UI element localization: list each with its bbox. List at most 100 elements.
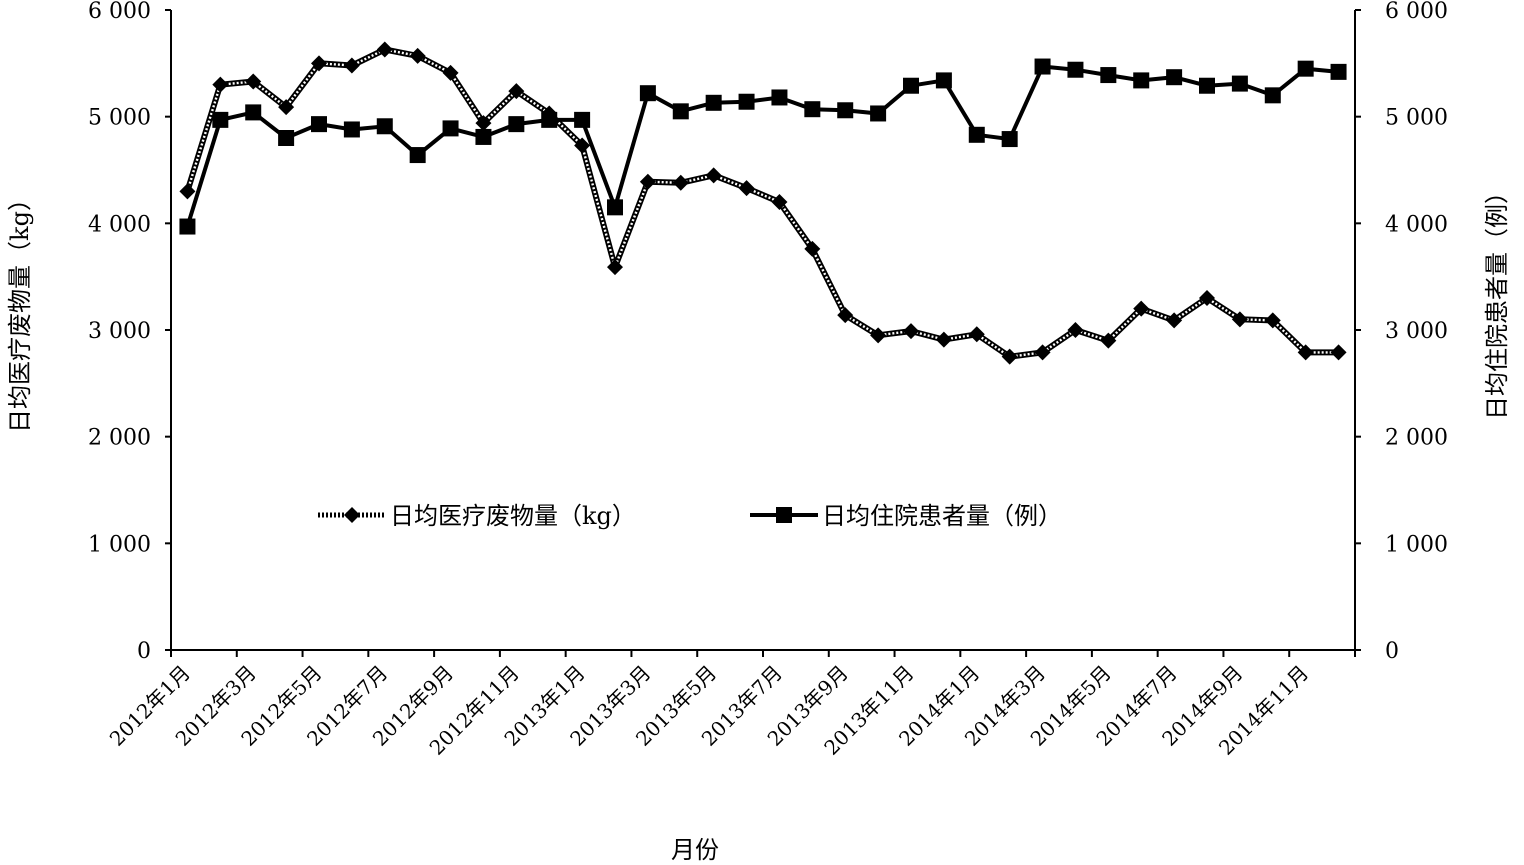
waste-point: [968, 326, 985, 343]
inpatient-point: [804, 101, 821, 118]
inpatient-point: [376, 118, 393, 135]
waste-point: [1067, 322, 1084, 338]
inpatient-point: [639, 85, 656, 102]
waste-point: [935, 331, 952, 348]
inpatient-point: [968, 126, 985, 143]
y-tick-right-label: 1 000: [1385, 532, 1448, 557]
waste-point: [672, 174, 689, 191]
waste-point: [1001, 348, 1018, 365]
inpatient-point: [1231, 75, 1248, 92]
series-waste-line-outer: [184, 46, 1339, 360]
waste-point: [837, 307, 854, 324]
inpatient-point: [212, 111, 229, 128]
inpatient-point: [738, 93, 755, 110]
inpatient-point: [245, 104, 262, 121]
waste-point: [639, 173, 656, 190]
inpatient-point: [935, 72, 952, 89]
waste-point: [508, 83, 525, 100]
waste-point: [870, 327, 887, 344]
y-tick-left-label: 2 000: [88, 426, 151, 451]
inpatient-point: [771, 89, 788, 106]
inpatient-point: [1166, 69, 1183, 86]
inpatient-point: [837, 102, 854, 119]
waste-point: [409, 47, 426, 64]
inpatient-point: [343, 121, 360, 138]
inpatient-point: [1199, 77, 1215, 94]
legend-item-inpatients: 日均住院患者量（例）: [750, 502, 1062, 530]
waste-point: [607, 259, 623, 276]
chart-ticks: 0 0 1 000 1 000 2 000 2 000 3 000 3 000 4 000 4 0…: [88, 0, 1448, 760]
y-tick-left-label: 6 000: [88, 0, 151, 24]
inpatient-point: [672, 103, 689, 120]
series-waste-line-inner: [186, 48, 1339, 358]
waste-point: [705, 167, 722, 184]
inpatient-point: [1297, 60, 1314, 77]
inpatient-point: [1100, 67, 1117, 84]
waste-point: [1330, 344, 1347, 361]
inpatient-point: [442, 120, 459, 137]
y-tick-right-label: 3 000: [1385, 319, 1448, 344]
inpatient-point: [705, 94, 722, 111]
waste-point: [1297, 344, 1314, 361]
waste-point: [1133, 300, 1150, 317]
inpatient-point: [278, 130, 295, 146]
waste-point: [475, 115, 492, 132]
inpatient-point: [1264, 87, 1281, 104]
y-tick-left-label: 3 000: [88, 319, 151, 344]
waste-point: [179, 183, 196, 200]
series-inpatient-line: [185, 64, 1339, 228]
inpatient-point: [1001, 131, 1018, 148]
inpatient-point: [574, 111, 591, 128]
y-tick-left-label: 4 000: [88, 212, 151, 237]
y-tick-left-label: 5 000: [88, 106, 151, 131]
inpatient-point: [607, 199, 623, 216]
inpatient-point: [1133, 72, 1150, 89]
waste-point: [903, 323, 919, 340]
inpatient-point: [1067, 61, 1084, 78]
waste-point: [442, 64, 459, 81]
waste-point: [1264, 312, 1281, 329]
y-tick-left-label: 0: [137, 639, 151, 664]
inpatient-point: [541, 111, 558, 128]
waste-point: [278, 99, 295, 116]
chart-series: [179, 41, 1347, 365]
waste-point: [1100, 332, 1117, 349]
legend-item-medical-waste: 日均医疗废物量（kg）: [318, 502, 636, 530]
inpatient-point: [409, 147, 426, 164]
y-axis-right-title: 日均住院患者量（例）: [1483, 180, 1511, 420]
y-tick-right-label: 6 000: [1385, 0, 1448, 24]
inpatient-point: [508, 116, 525, 133]
waste-point: [771, 194, 788, 210]
waste-point: [1034, 344, 1051, 361]
inpatient-point: [179, 218, 196, 235]
waste-point: [311, 55, 327, 72]
legend-label-inpatients: 日均住院患者量（例）: [822, 502, 1062, 530]
legend-swatch-square-marker: [776, 507, 792, 523]
waste-point: [1231, 311, 1248, 328]
y-tick-right-label: 2 000: [1385, 426, 1448, 451]
legend: 日均医疗废物量（kg） 日均住院患者量（例）: [318, 502, 1062, 530]
chart-axes: [170, 10, 1356, 651]
inpatient-point: [1034, 58, 1051, 75]
waste-point: [1199, 290, 1215, 306]
waste-point: [376, 41, 393, 58]
waste-point: [343, 57, 360, 74]
waste-point: [212, 76, 229, 93]
x-axis-title: 月份: [671, 836, 719, 864]
inpatient-point: [311, 116, 327, 133]
y-axis-left-title: 日均医疗废物量（kg）: [6, 187, 34, 433]
waste-point: [1166, 312, 1183, 329]
inpatient-point: [903, 77, 919, 94]
y-tick-left-label: 1 000: [88, 532, 151, 557]
waste-point: [574, 137, 591, 154]
waste-point: [738, 180, 755, 197]
y-tick-right-label: 5 000: [1385, 106, 1448, 131]
y-tick-right-label: 4 000: [1385, 212, 1448, 237]
y-tick-right-label: 0: [1385, 639, 1399, 664]
inpatient-point: [1330, 63, 1347, 80]
waste-point: [804, 240, 821, 257]
legend-swatch-diamond-marker: [344, 507, 360, 523]
waste-point: [245, 73, 262, 90]
legend-label-medical-waste: 日均医疗废物量（kg）: [390, 502, 636, 530]
